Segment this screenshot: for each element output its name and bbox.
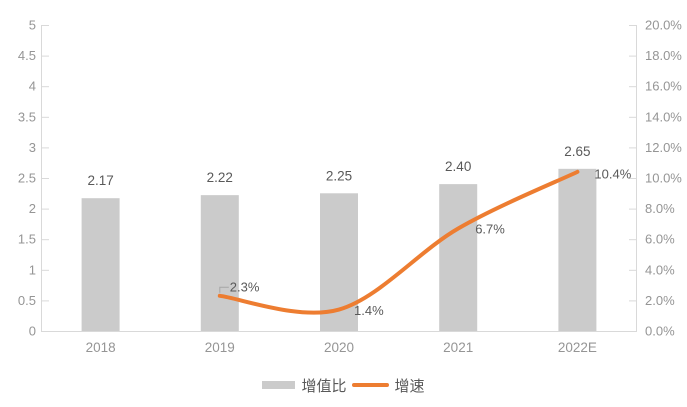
x-axis-label: 2021	[443, 340, 473, 355]
x-axis-label: 2020	[324, 340, 354, 355]
bar-2022E	[558, 168, 597, 331]
left-axis-tick-label: 0.5	[18, 293, 36, 308]
legend-label-growth-rate: 增速	[394, 377, 425, 395]
right-axis-tick-label: 20.0%	[645, 18, 682, 33]
left-axis-tick-label: 2	[29, 201, 36, 216]
line-value-label: 1.4%	[354, 303, 384, 318]
right-axis-tick-label: 8.0%	[645, 201, 675, 216]
label-callout-line	[219, 286, 229, 293]
left-axis-tick-label: 4.5	[18, 48, 36, 63]
legend: 增值比 增速	[0, 375, 687, 396]
right-axis-tick-label: 2.0%	[645, 293, 675, 308]
bar-series-swatch-icon	[262, 381, 296, 389]
left-axis-tick-label: 3	[29, 140, 36, 155]
line-value-label: 6.7%	[475, 221, 505, 236]
bar-value-label: 2.65	[564, 144, 590, 159]
bar-2021	[439, 184, 478, 331]
right-axis-tick-label: 18.0%	[645, 48, 682, 63]
bar-value-label: 2.22	[207, 170, 233, 185]
left-axis-tick-label: 3.5	[18, 109, 36, 124]
left-axis-tick-label: 2.5	[18, 171, 36, 186]
bar-value-label: 2.17	[87, 173, 113, 188]
x-axis-label: 2022E	[558, 340, 597, 355]
bar-value-label: 2.40	[445, 159, 471, 174]
line-series-swatch-icon	[351, 383, 389, 387]
right-axis-tick-label: 6.0%	[645, 232, 675, 247]
left-axis-tick-label: 1	[29, 262, 36, 277]
growth-rate-line	[217, 169, 580, 315]
left-axis-tick-label: 4	[29, 79, 36, 94]
bar-value-label: 2.25	[326, 168, 352, 183]
right-axis-tick-label: 0.0%	[645, 324, 675, 339]
right-axis-tick-label: 4.0%	[645, 262, 675, 277]
left-axis-tick-label: 0	[29, 324, 36, 339]
legend-item-value-ratio: 增值比	[262, 375, 347, 396]
line-value-label: 2.3%	[230, 279, 260, 294]
bar-2018	[81, 198, 120, 331]
left-axis-tick-label: 5	[29, 18, 36, 33]
right-axis-tick-label: 10.0%	[645, 171, 682, 186]
x-axis-label: 2018	[86, 340, 116, 355]
legend-label-value-ratio: 增值比	[301, 377, 347, 395]
legend-item-growth-rate: 增速	[351, 375, 425, 396]
left-axis-tick-label: 1.5	[18, 232, 36, 247]
right-axis-tick-label: 12.0%	[645, 140, 682, 155]
line-value-label: 10.4%	[594, 166, 631, 181]
right-axis-tick-label: 14.0%	[645, 109, 682, 124]
x-axis-label: 2019	[205, 340, 235, 355]
bar-2019	[200, 195, 239, 331]
right-axis-tick-label: 16.0%	[645, 79, 682, 94]
